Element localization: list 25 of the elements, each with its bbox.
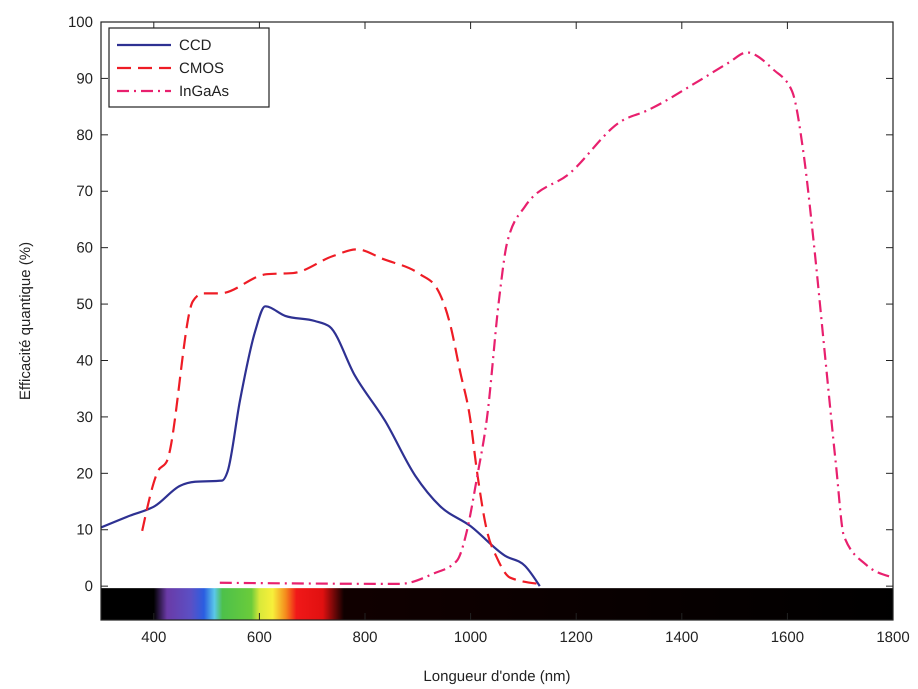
- y-tick-label: 10: [76, 522, 93, 539]
- legend-label: InGaAs: [179, 83, 230, 100]
- line-series: [101, 305, 541, 588]
- legend-label: CMOS: [179, 60, 224, 77]
- x-axis-title: Longueur d'onde (nm): [423, 668, 571, 685]
- y-tick-label: 80: [76, 126, 93, 144]
- x-tick-label: 1600: [770, 629, 804, 646]
- y-tick-label: 100: [68, 14, 93, 31]
- y-tick-label: 60: [76, 240, 93, 257]
- y-axis-title: Efficacité quantique (%): [17, 242, 34, 400]
- y-tick-label: 20: [76, 465, 93, 482]
- y-tick-label: 90: [76, 70, 93, 88]
- y-tick-label: 0: [84, 578, 93, 596]
- y-tick-label: 70: [76, 183, 93, 200]
- x-tick-label: 400: [141, 629, 166, 646]
- x-tick-label: 1200: [560, 629, 593, 646]
- y-tick-label: 50: [76, 296, 93, 314]
- x-tick-label: 1400: [665, 629, 698, 646]
- x-tick-label: 800: [352, 629, 378, 646]
- y-tick-label: 40: [76, 352, 93, 370]
- legend-label: CCD: [179, 37, 212, 54]
- x-tick-label: 1800: [876, 629, 910, 646]
- x-tick-label: 1000: [454, 629, 488, 646]
- y-tick-label: 30: [76, 408, 93, 426]
- x-tick-label: 600: [246, 629, 272, 646]
